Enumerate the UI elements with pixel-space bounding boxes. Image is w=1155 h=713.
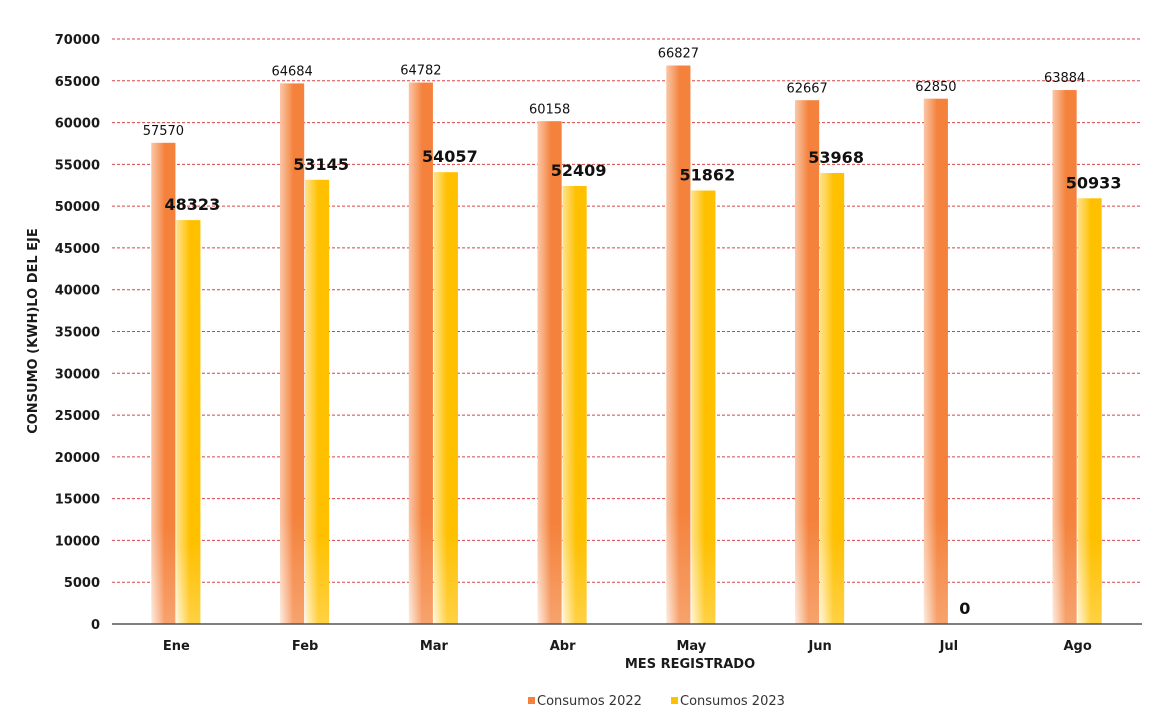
data-label-2023-abr: 52409 <box>551 161 607 180</box>
data-label-2022-ago: 63884 <box>1044 71 1085 86</box>
y-tick-label: 0 <box>91 618 100 633</box>
y-axis-ticks: 0 5000 10000 15000 20000 25000 30000 35000 40000… <box>55 33 100 633</box>
data-label-2023-jul: 0 <box>959 599 970 618</box>
bar-2022-abr <box>537 121 562 624</box>
bar-2023-feb <box>305 179 330 624</box>
bar-2022-jul <box>923 98 948 625</box>
y-tick-label: 5000 <box>64 576 100 591</box>
data-label-2022-may: 66827 <box>658 47 699 62</box>
x-tick-label: Ago <box>1063 639 1091 654</box>
bar-2023-may <box>691 190 716 625</box>
bar-2023-abr <box>562 186 587 624</box>
x-tick-label: Jul <box>939 639 959 654</box>
x-tick-label: May <box>676 639 706 654</box>
y-tick-label: 25000 <box>55 409 100 424</box>
y-tick-label: 20000 <box>55 451 100 466</box>
data-label-2023-mar: 54057 <box>422 147 478 166</box>
y-axis-title: CONSUMO (KWH)LO DEL EJE <box>26 228 41 434</box>
data-label-2022-ene: 57570 <box>143 124 184 139</box>
data-label-2023-ago: 50933 <box>1066 173 1122 192</box>
legend-label: Consumos 2023 <box>680 694 785 709</box>
data-label-2023-may: 51862 <box>680 166 736 185</box>
data-label-2022-mar: 64782 <box>400 64 441 79</box>
y-tick-label: 45000 <box>55 242 100 257</box>
bar-2022-may <box>666 65 691 624</box>
data-label-2023-jun: 53968 <box>808 148 864 167</box>
x-tick-label: Mar <box>420 639 449 654</box>
legend-label: Consumos 2022 <box>537 694 642 709</box>
x-tick-label: Feb <box>292 639 318 654</box>
bars <box>151 65 1102 625</box>
y-tick-label: 60000 <box>55 117 100 132</box>
bar-2022-mar <box>408 82 433 625</box>
y-tick-label: 30000 <box>55 367 100 382</box>
legend-item-2023: Consumos 2023 <box>671 694 785 709</box>
data-labels: 57570 48323 64684 53145 64782 54057 60158 52409… <box>143 47 1122 618</box>
y-tick-label: 10000 <box>55 534 100 549</box>
y-tick-label: 35000 <box>55 326 100 341</box>
legend-swatch <box>671 697 678 704</box>
data-label-2022-abr: 60158 <box>529 102 570 117</box>
x-tick-label: Jun <box>807 639 831 654</box>
x-tick-label: Ene <box>163 639 190 654</box>
bar-2023-jun <box>820 172 845 624</box>
bar-2023-ene <box>176 220 201 625</box>
y-tick-label: 70000 <box>55 33 100 48</box>
y-tick-label: 40000 <box>55 284 100 299</box>
grid-lines <box>112 38 1142 583</box>
data-label-2022-jun: 62667 <box>786 81 827 96</box>
legend: Consumos 2022 Consumos 2023 <box>528 694 785 709</box>
x-tick-label: Abr <box>550 639 576 654</box>
data-label-2022-jul: 62850 <box>915 80 956 95</box>
legend-item-2022: Consumos 2022 <box>528 694 642 709</box>
data-label-2022-feb: 64684 <box>271 64 312 79</box>
data-label-2023-feb: 53145 <box>293 155 349 174</box>
y-tick-label: 50000 <box>55 200 100 215</box>
bar-2022-feb <box>280 83 305 624</box>
bar-2022-ene <box>151 142 176 625</box>
bar-2022-jun <box>795 100 820 624</box>
y-tick-label: 55000 <box>55 158 100 173</box>
y-tick-label: 15000 <box>55 493 100 508</box>
bar-2023-ago <box>1077 198 1102 624</box>
x-axis-title: MES REGISTRADO <box>625 657 755 672</box>
y-tick-label: 65000 <box>55 75 100 90</box>
legend-swatch <box>528 697 535 704</box>
bar-2022-ago <box>1052 90 1077 624</box>
x-axis-ticks: Ene Feb Mar Abr May Jun Jul Ago <box>163 639 1092 654</box>
data-label-2023-ene: 48323 <box>165 195 221 214</box>
bar-2023-mar <box>433 172 458 625</box>
